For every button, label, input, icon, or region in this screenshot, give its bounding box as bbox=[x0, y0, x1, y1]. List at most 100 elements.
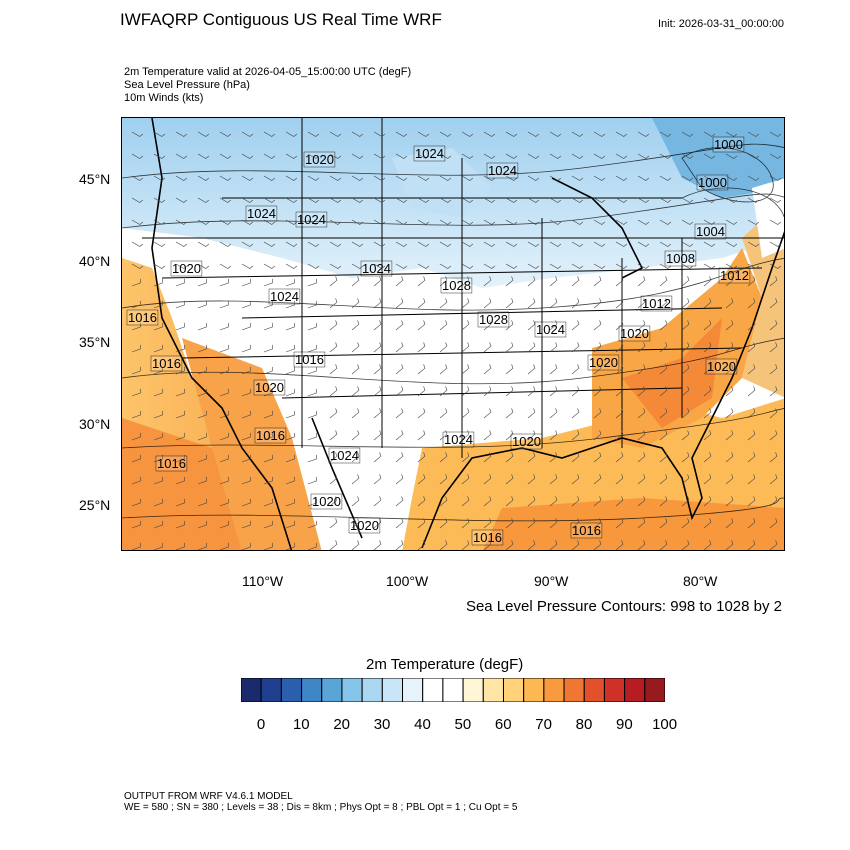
wind-barb bbox=[417, 540, 426, 550]
wind-barb bbox=[769, 241, 782, 247]
wind-barb bbox=[571, 241, 584, 247]
pressure-label-box bbox=[664, 250, 697, 267]
wind-barb bbox=[351, 219, 364, 225]
wind-barb bbox=[439, 496, 448, 507]
colorbar-swatch bbox=[624, 677, 646, 703]
wind-barb bbox=[725, 386, 734, 397]
wind-barb bbox=[219, 153, 232, 159]
plot-title: IWFAQRP Contiguous US Real Time WRF bbox=[120, 10, 442, 29]
wind-barb bbox=[307, 454, 317, 463]
lat-label: 30°N bbox=[79, 416, 111, 432]
wind-barb bbox=[571, 263, 584, 269]
wind-barb bbox=[549, 518, 558, 529]
wind-barb bbox=[681, 518, 690, 529]
wind-barb bbox=[461, 364, 470, 375]
pressure-label-box bbox=[442, 431, 475, 448]
wind-barb bbox=[461, 298, 470, 309]
wind-barb bbox=[593, 364, 602, 375]
wind-barb bbox=[461, 219, 474, 225]
wind-barb bbox=[659, 474, 668, 485]
lat-label: 40°N bbox=[79, 253, 111, 269]
wind-barb bbox=[593, 430, 602, 441]
wind-barb bbox=[637, 430, 646, 441]
wind-barb bbox=[747, 430, 756, 441]
wind-barb bbox=[593, 408, 602, 419]
wind-barb bbox=[329, 342, 338, 353]
wind-barb bbox=[197, 432, 207, 441]
pressure-label: 1000 bbox=[698, 175, 727, 190]
wind-barb bbox=[769, 386, 778, 397]
pressure-label-box bbox=[413, 145, 446, 162]
wind-barb bbox=[373, 131, 386, 137]
colorbar-swatch bbox=[563, 677, 585, 703]
wind-barb bbox=[725, 298, 734, 309]
wind-barb bbox=[241, 278, 251, 287]
wind-barb bbox=[681, 153, 694, 159]
wind-barb bbox=[659, 496, 668, 507]
wind-barb bbox=[571, 452, 580, 463]
wind-barb bbox=[549, 153, 562, 159]
wind-barb bbox=[615, 408, 624, 419]
lon-label: 110°W bbox=[242, 573, 284, 589]
pressure-label-box bbox=[126, 309, 159, 326]
wind-barb bbox=[263, 322, 273, 331]
southeast-warmer bbox=[622, 318, 722, 428]
pressure-label-box bbox=[268, 288, 301, 305]
wind-barb bbox=[593, 241, 606, 247]
wind-barb bbox=[549, 263, 562, 269]
wind-barb bbox=[219, 263, 232, 269]
wind-barb bbox=[329, 452, 338, 463]
wind-barb bbox=[153, 175, 166, 181]
pressure-label-box bbox=[328, 447, 361, 464]
wind-barb bbox=[439, 197, 452, 203]
weather-map: 1020 1024 1024 1024 1024 1020 1024 1024 … bbox=[121, 117, 785, 551]
wind-barb bbox=[747, 276, 756, 287]
wind-barb bbox=[747, 197, 760, 203]
wind-barb bbox=[351, 175, 364, 181]
wind-barb bbox=[285, 432, 295, 441]
wind-barb bbox=[637, 540, 646, 550]
wind-barb bbox=[175, 520, 185, 529]
wind-barb bbox=[637, 518, 646, 529]
wind-barb bbox=[351, 386, 360, 397]
wind-barb bbox=[241, 388, 251, 397]
pressure-label: 1020 bbox=[512, 434, 541, 449]
wind-barb bbox=[307, 241, 320, 247]
wind-barb bbox=[703, 452, 712, 463]
wind-barb bbox=[637, 153, 650, 159]
pressure-label: 1020 bbox=[305, 152, 334, 167]
wind-barb bbox=[417, 175, 430, 181]
wind-barb bbox=[571, 364, 580, 375]
wind-barb bbox=[351, 342, 360, 353]
wind-barb bbox=[329, 408, 338, 419]
wind-barb bbox=[153, 344, 163, 353]
wind-barb bbox=[703, 364, 712, 375]
wind-barb bbox=[175, 366, 185, 375]
wind-barb bbox=[373, 408, 382, 419]
wind-barb bbox=[549, 474, 558, 485]
wind-barb bbox=[395, 320, 404, 331]
wind-barb bbox=[417, 452, 426, 463]
pressure-label-box bbox=[696, 174, 729, 191]
wind-barb bbox=[439, 263, 452, 269]
wind-barb bbox=[153, 454, 163, 463]
wind-barb bbox=[703, 241, 716, 247]
pressure-label-box bbox=[640, 295, 673, 312]
colorbar-swatch bbox=[543, 677, 565, 703]
pressure-label-box bbox=[510, 433, 543, 450]
wind-barb bbox=[637, 452, 646, 463]
wind-barb bbox=[329, 298, 338, 309]
colorbar-title: 2m Temperature (degF) bbox=[366, 656, 524, 673]
colorbar-swatch bbox=[240, 677, 262, 703]
colorbar-swatch bbox=[603, 677, 626, 703]
wind-barb bbox=[439, 474, 448, 485]
wind-barb bbox=[659, 430, 668, 441]
pressure-label: 1024 bbox=[362, 261, 391, 276]
wind-barb bbox=[417, 364, 426, 375]
wind-barb bbox=[725, 175, 738, 181]
wind-barb bbox=[593, 197, 606, 203]
wind-barb bbox=[747, 540, 756, 550]
colorbar-tick-label: 80 bbox=[575, 716, 593, 733]
wind-barb bbox=[747, 219, 760, 225]
pressure-label-box bbox=[155, 455, 188, 472]
